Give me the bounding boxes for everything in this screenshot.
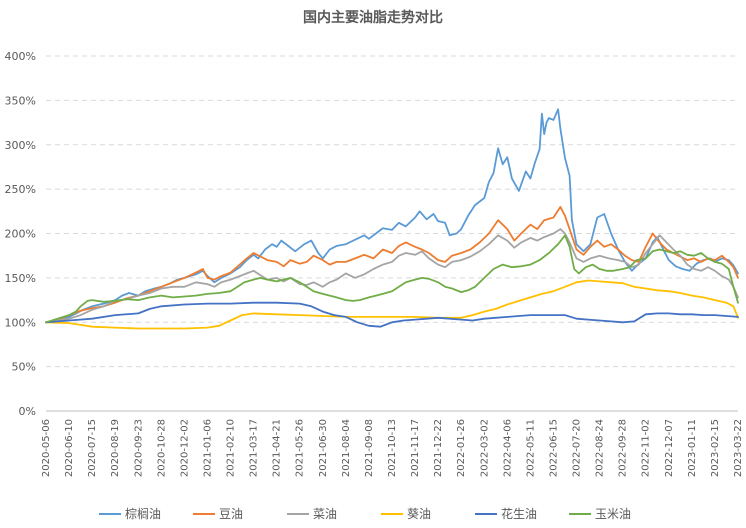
x-tick-label: 2020-05-06 — [41, 419, 52, 477]
x-tick-label: 2020-08-19 — [110, 419, 121, 477]
x-tick-label: 2020-06-10 — [64, 419, 75, 477]
x-tick-label: 2020-09-23 — [133, 419, 144, 477]
x-tick-label: 2021-11-17 — [410, 419, 421, 477]
x-tick-label: 2021-09-08 — [364, 419, 375, 477]
chart-title: 国内主要油脂走势对比 — [303, 9, 443, 26]
x-tick-label: 2021-05-26 — [295, 419, 306, 477]
x-tick-label: 2022-03-02 — [479, 419, 490, 477]
series-line-6 — [45, 234, 739, 324]
legend-item-2[interactable]: 豆油 — [193, 507, 243, 521]
x-tick-label: 2023-02-15 — [710, 419, 721, 477]
series-line-3 — [45, 228, 739, 324]
legend-label: 菜油 — [313, 507, 337, 521]
x-tick-label: 2021-10-13 — [387, 419, 398, 477]
x-tick-label: 2021-06-30 — [318, 419, 329, 477]
x-tick-label: 2022-07-20 — [572, 419, 583, 477]
y-tick-label: 150% — [5, 272, 36, 285]
series-line-2 — [45, 206, 739, 324]
x-tick-label: 2021-02-10 — [226, 419, 237, 477]
y-tick-label: 100% — [5, 316, 36, 329]
legend[interactable]: 棕榈油 豆油 菜油 葵油 花生油 玉米油 — [99, 506, 631, 521]
x-tick-label: 2021-08-04 — [341, 419, 352, 477]
x-tick-label: 2021-12-22 — [433, 419, 444, 477]
x-axis-ticks: 2020-05-06 2020-06-10 2020-07-15 2020-08-19… — [41, 419, 744, 477]
y-tick-label: 400% — [5, 50, 36, 63]
x-tick-label: 2022-05-11 — [525, 419, 536, 477]
y-tick-label: 200% — [5, 228, 36, 241]
legend-item-4[interactable]: 葵油 — [381, 507, 431, 521]
x-tick-label: 2021-04-21 — [272, 419, 283, 477]
legend-item-6[interactable]: 玉米油 — [569, 507, 631, 521]
legend-label: 棕榈油 — [125, 506, 161, 521]
series-line-5 — [45, 301, 739, 328]
y-tick-label: 50% — [12, 361, 36, 374]
x-tick-label: 2021-01-06 — [202, 419, 213, 477]
x-tick-label: 2022-06-15 — [548, 419, 559, 477]
legend-label: 葵油 — [407, 507, 431, 521]
y-tick-label: 300% — [5, 139, 36, 152]
series-lines — [45, 108, 739, 330]
x-tick-label: 2023-03-22 — [733, 419, 744, 477]
x-tick-label: 2022-01-26 — [456, 419, 467, 477]
x-tick-label: 2020-12-02 — [179, 419, 190, 477]
legend-item-5[interactable]: 花生油 — [475, 506, 537, 521]
y-tick-label: 0% — [19, 405, 36, 418]
legend-item-1[interactable]: 棕榈油 — [99, 506, 161, 521]
x-tick-label: 2022-08-24 — [595, 419, 606, 477]
legend-item-3[interactable]: 菜油 — [287, 507, 337, 521]
series-line-4 — [45, 279, 739, 330]
legend-label: 豆油 — [219, 507, 243, 521]
grid-lines — [46, 55, 738, 412]
x-tick-label: 2020-07-15 — [87, 419, 98, 477]
legend-label: 花生油 — [501, 506, 537, 521]
x-tick-label: 2020-10-28 — [156, 419, 167, 477]
legend-label: 玉米油 — [595, 507, 631, 521]
x-tick-label: 2022-11-02 — [641, 419, 652, 477]
x-tick-label: 2022-12-07 — [664, 419, 675, 477]
x-tick-label: 2021-03-17 — [249, 419, 260, 477]
x-tick-label: 2022-04-06 — [502, 419, 513, 477]
y-tick-label: 350% — [5, 94, 36, 107]
y-axis-ticks: 0% 50% 100% 150% 200% 250% 300% 350% 400% — [5, 50, 36, 418]
y-tick-label: 250% — [5, 183, 36, 196]
x-tick-label: 2023-01-11 — [687, 419, 698, 477]
x-tick-label: 2022-09-28 — [618, 419, 629, 477]
